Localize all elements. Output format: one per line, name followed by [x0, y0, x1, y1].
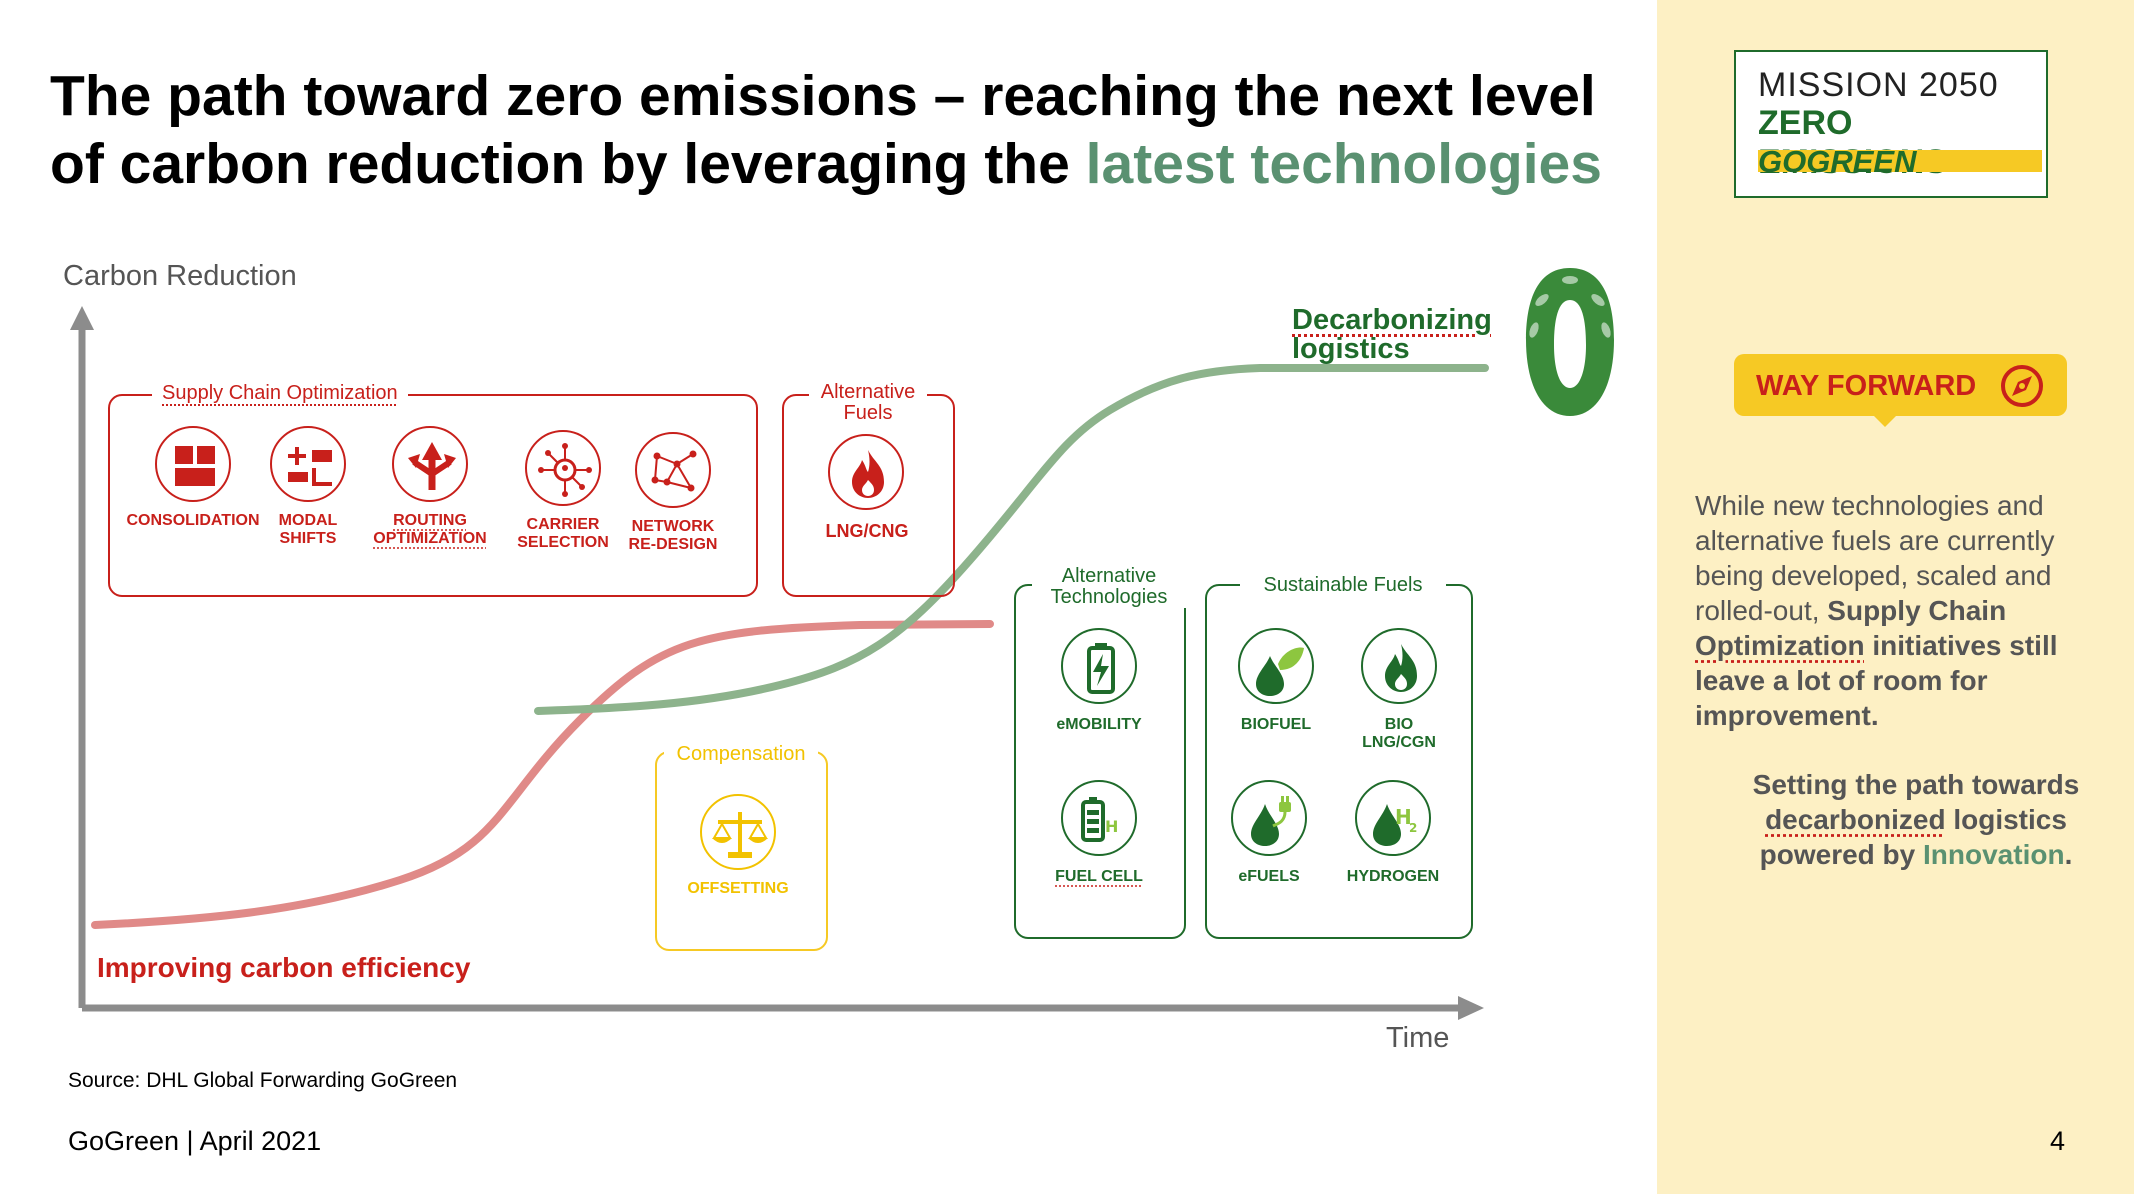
modal-shifts-icon-circle [270, 426, 346, 502]
svg-text:H: H [1105, 817, 1118, 836]
way-forward-label: WAY FORWARD [1756, 370, 1977, 402]
right-paragraph-1: While new technologies and alternative f… [1695, 490, 2058, 731]
hydrogen-label: HYDROGEN [1346, 868, 1440, 885]
supply-chain-group [108, 394, 758, 597]
offsetting-label: OFFSETTING [687, 880, 789, 897]
network-redesign-label: NETWORK RE-DESIGN [628, 518, 718, 553]
diagram-canvas [70, 306, 1489, 1020]
mission-2050-logo: MISSION 2050 ZERO EMISSIONS GOGREEN [1734, 50, 2048, 198]
bio-lng-label: BIO LNG/CGN [1362, 716, 1436, 751]
emobility-label: eMOBILITY [1056, 716, 1142, 733]
alt-fuels-group-label: Alternative Fuels [809, 382, 927, 424]
efuels-icon-circle [1231, 780, 1307, 856]
routing-icon-circle [392, 426, 468, 502]
hydrogen-icon-circle: H 2 [1355, 780, 1431, 856]
svg-text:H: H [1395, 805, 1412, 829]
modal-shifts-label: MODAL SHIFTS [278, 512, 338, 547]
efuels-label: eFUELS [1238, 868, 1300, 885]
consolidation-label: CONSOLIDATION [126, 512, 260, 529]
network-icon-circle [635, 432, 711, 508]
routing-arrows-icon [408, 442, 456, 490]
page-number: 4 [2050, 1126, 2066, 1156]
compass-icon [2001, 365, 2043, 407]
network-nodes-icon [651, 450, 697, 492]
lng-cng-label: LNG/CNG [825, 521, 909, 541]
routing-optimization-label: ROUTING OPTIMIZATION [373, 512, 487, 547]
y-axis-label: Carbon Reduction [63, 260, 297, 292]
fuel-cell-label: FUEL CELL [1055, 868, 1143, 885]
way-forward-pointer [1872, 414, 1898, 427]
logo-line3: GOGREEN [1758, 144, 1917, 179]
sustainable-fuels-group-label: Sustainable Fuels [1240, 575, 1446, 596]
svg-text:2: 2 [1409, 821, 1417, 835]
fuel-cell-icon: H [1081, 797, 1118, 842]
right-paragraph-2: Setting the path towards decarbonized lo… [1752, 769, 2080, 870]
flame-icon [852, 450, 884, 498]
x-axis-arrow [1458, 996, 1484, 1020]
logo-yellow-bar [1758, 150, 2042, 172]
footer-left: GoGreen | April 2021 [68, 1126, 322, 1156]
red-curve [91, 620, 994, 929]
grid-blocks-icon [175, 446, 215, 486]
fuel-cell-icon-circle: H [1061, 780, 1137, 856]
scales-icon [712, 812, 768, 858]
drop-h2-icon: H 2 [1373, 804, 1417, 846]
emobility-icon-circle [1061, 628, 1137, 704]
flame-drop-icon [1385, 644, 1417, 692]
compensation-group-label: Compensation [664, 744, 818, 765]
way-forward-badge: WAY FORWARD [1734, 354, 2067, 416]
right-panel [1657, 0, 2134, 1194]
carrier-icon-circle [525, 430, 601, 506]
zero-leaf-icon [1526, 268, 1614, 416]
logo-line1: MISSION 2050 [1758, 66, 1999, 104]
green-curve-label: Decarbonizing logistics [1292, 304, 1492, 365]
modal-transport-icon [288, 447, 332, 486]
green-curve [534, 364, 1489, 715]
carrier-network-icon [538, 443, 592, 497]
source-note: Source: DHL Global Forwarding GoGreen [68, 1069, 458, 1092]
red-curve-label: Improving carbon efficiency [97, 952, 471, 983]
drop-leaf-icon [1256, 647, 1304, 696]
page-title: The path toward zero emissions – reachin… [50, 64, 1602, 196]
consolidation-icon-circle [155, 426, 231, 502]
lng-icon-circle [828, 434, 904, 510]
biofuel-label: BIOFUEL [1240, 716, 1312, 733]
bio-lng-icon-circle [1361, 628, 1437, 704]
offsetting-icon-circle [700, 794, 776, 870]
alt-tech-group-label: Alternative Technologies [1032, 566, 1186, 608]
carrier-selection-label: CARRIER SELECTION [517, 516, 609, 551]
drop-plug-icon [1251, 796, 1291, 846]
y-axis-arrow [70, 306, 94, 330]
battery-bolt-icon [1087, 643, 1115, 694]
biofuel-icon-circle [1238, 628, 1314, 704]
supply-chain-group-label: Supply Chain Optimization [152, 383, 408, 404]
x-axis-label: Time [1386, 1022, 1450, 1054]
